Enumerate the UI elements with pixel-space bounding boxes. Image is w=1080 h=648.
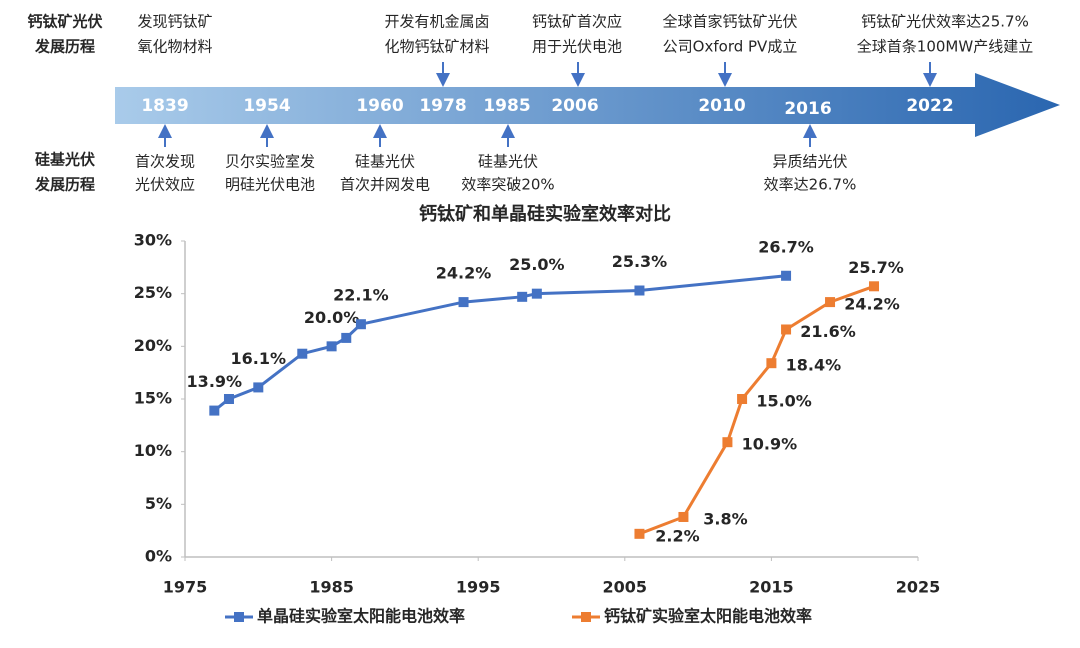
timeline-year: 1954 [243,96,290,116]
y-tick-label: 0% [145,547,172,566]
timeline-event: 光伏效应 [135,176,195,194]
timeline-event: 用于光伏电池 [532,38,622,56]
timeline-event: 异质结光伏 [772,153,847,171]
series-marker [458,297,469,308]
timeline-event: 发现钙钛矿 [137,13,212,31]
timeline-year: 2010 [698,96,745,116]
legend-marker [234,612,244,622]
value-label: 16.1% [231,349,287,368]
timeline-event: 全球首家钙钛矿光伏 [662,13,797,31]
x-tick-label: 2015 [749,578,794,597]
timeline-event: 硅基光伏 [355,153,415,171]
value-label: 13.9% [187,372,243,391]
legend-label: 钙钛矿实验室太阳能电池效率 [604,607,812,626]
y-tick-label: 15% [134,389,172,408]
timeline-event: 首次并网发电 [340,176,430,194]
value-label: 22.1% [333,286,389,305]
y-tick-label: 25% [134,283,172,302]
timeline-event: 效率突破20% [461,176,554,194]
timeline-event: 明硅光伏电池 [225,176,315,194]
series-line [213,274,787,412]
timeline-event: 开发有机金属卤 [384,13,489,31]
timeline-year: 1978 [419,96,466,116]
series-marker [737,394,748,404]
legend-label: 单晶硅实验室太阳能电池效率 [257,607,465,626]
timeline-event: 钙钛矿首次应 [532,13,622,31]
y-tick-label: 30% [134,231,172,250]
x-tick-label: 1995 [456,578,501,597]
series-marker [209,405,220,416]
x-tick-label: 1985 [309,578,354,597]
value-label: 15.0% [756,392,812,411]
timeline-event: 首次发现 [135,153,195,171]
timeline-event: 化物钙钛矿材料 [384,38,489,56]
value-label: 18.4% [786,356,842,375]
series-marker [634,528,645,539]
series-marker [326,341,337,352]
timeline-event: 硅基光伏 [478,153,538,171]
timeline-event: 氧化物材料 [137,38,212,56]
series-marker [223,394,234,404]
series-marker [634,285,645,296]
timeline-year: 2006 [551,96,598,116]
value-label: 25.7% [848,258,904,277]
series-marker [825,297,836,308]
value-label: 3.8% [703,509,747,528]
timeline-heading: 钙钛矿光伏 [27,13,102,31]
series-marker [781,270,792,281]
y-tick-label: 5% [145,494,172,513]
series-marker [355,319,366,330]
y-tick-label: 20% [134,336,172,355]
timeline-event: 贝尔实验室发 [225,153,315,171]
series-marker [766,358,777,369]
value-label: 24.2% [844,295,900,314]
timeline-year: 2022 [906,96,953,116]
series-marker [531,288,542,299]
series-marker [869,281,880,292]
timeline-event: 公司Oxford PV成立 [663,38,798,56]
value-label: 10.9% [742,435,798,454]
series-marker [678,511,689,522]
series-line [638,284,875,536]
value-label: 25.3% [612,252,668,271]
timeline-year: 1960 [356,96,403,116]
value-label: 26.7% [758,237,814,256]
series-marker [722,437,733,448]
value-label: 21.6% [800,322,856,341]
y-tick-label: 10% [134,441,172,460]
series-marker [297,348,308,359]
value-label: 20.0% [304,308,360,327]
timeline-heading: 发展历程 [34,38,95,56]
value-label: 25.0% [509,255,565,274]
timeline-event: 钙钛矿光伏效率达25.7% [861,13,1029,31]
timeline-arrow [115,73,1060,137]
timeline-event: 效率达26.7% [764,176,857,194]
timeline-year: 1839 [141,96,188,116]
legend-marker [581,612,591,622]
x-tick-label: 2005 [603,578,648,597]
timeline-year: 1985 [483,96,530,116]
timeline-year: 2016 [784,99,831,119]
series-marker [517,291,528,302]
series-marker [341,332,352,343]
value-label: 2.2% [655,526,699,545]
value-label: 24.2% [436,264,492,283]
chart-title: 钙钛矿和单晶硅实验室效率对比 [419,203,671,225]
timeline-event: 全球首条100MW产线建立 [857,38,1033,56]
timeline-heading: 发展历程 [34,176,95,194]
timeline-heading: 硅基光伏 [35,151,95,169]
x-tick-label: 1975 [163,578,208,597]
x-tick-label: 2025 [896,578,941,597]
series-marker [253,382,264,393]
series-marker [781,324,792,335]
